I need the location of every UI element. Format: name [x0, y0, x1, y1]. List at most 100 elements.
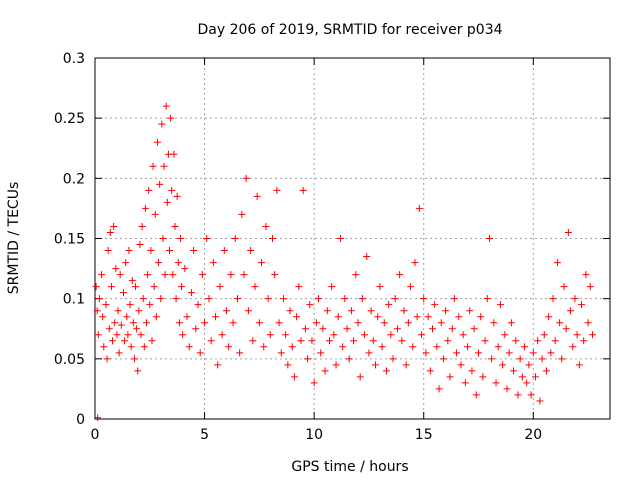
data-point [569, 343, 577, 351]
data-point [251, 283, 259, 291]
data-point [367, 307, 375, 315]
data-point [126, 301, 134, 309]
data-point [141, 204, 149, 212]
x-tick-label: 20 [524, 427, 542, 443]
data-point [173, 192, 181, 200]
data-point [138, 222, 146, 230]
data-point [233, 295, 241, 303]
data-point [135, 307, 143, 315]
data-point [93, 307, 101, 315]
data-point [490, 319, 498, 327]
data-point [106, 228, 114, 236]
data-point [378, 343, 386, 351]
data-point [185, 343, 193, 351]
data-point [361, 331, 369, 339]
data-point [321, 367, 329, 375]
data-point [549, 295, 557, 303]
data-point [503, 385, 511, 393]
data-point [94, 414, 102, 422]
data-point [147, 247, 155, 255]
data-point [279, 295, 287, 303]
data-point [472, 391, 480, 399]
data-point [290, 373, 298, 381]
data-point [284, 361, 292, 369]
data-point [304, 355, 312, 363]
data-point [413, 313, 421, 321]
data-point [363, 253, 371, 261]
data-point [187, 289, 195, 297]
data-point [98, 271, 106, 279]
data-point [512, 337, 520, 345]
data-point [288, 343, 296, 351]
data-point [229, 319, 237, 327]
data-point [564, 228, 572, 236]
data-point [143, 319, 150, 327]
data-point [115, 349, 123, 357]
data-point [457, 361, 465, 369]
data-point [260, 343, 268, 351]
data-point [168, 186, 176, 194]
data-point [130, 355, 138, 363]
data-point [122, 259, 130, 267]
data-point [409, 343, 417, 351]
data-point [437, 319, 445, 327]
data-point [459, 331, 467, 339]
data-point [105, 325, 113, 333]
data-point [192, 325, 200, 333]
data-point [273, 186, 281, 194]
data-point [310, 379, 318, 387]
data-point [422, 349, 430, 357]
data-point [334, 313, 342, 321]
data-point [218, 331, 226, 339]
data-point [140, 343, 148, 351]
data-point [345, 355, 353, 363]
data-point [94, 331, 102, 339]
data-point [376, 283, 384, 291]
y-tick-label: 0.05 [54, 352, 85, 368]
data-point [148, 337, 156, 345]
data-point [249, 337, 257, 345]
data-point [179, 331, 187, 339]
data-point [196, 349, 204, 357]
data-point [536, 397, 544, 405]
data-point [201, 319, 209, 327]
data-point [124, 331, 132, 339]
data-point [155, 259, 163, 267]
data-point [132, 283, 140, 291]
data-point [95, 295, 103, 303]
data-point [453, 349, 461, 357]
data-point [113, 331, 121, 339]
data-point [216, 283, 224, 291]
plot-frame [94, 57, 611, 420]
data-point [584, 319, 592, 327]
data-point [354, 319, 362, 327]
data-point [151, 210, 159, 218]
data-point [137, 331, 145, 339]
data-point [404, 319, 412, 327]
data-point [220, 247, 228, 255]
data-point [157, 295, 165, 303]
data-point [488, 355, 496, 363]
y-tick-label: 0.15 [54, 232, 85, 248]
data-point [444, 337, 452, 345]
data-point [119, 289, 127, 297]
data-point [573, 331, 581, 339]
data-point [183, 313, 191, 321]
data-point [369, 337, 377, 345]
data-point [400, 307, 408, 315]
data-point [159, 235, 167, 242]
data-point [464, 343, 472, 351]
data-point [339, 343, 347, 351]
data-point [244, 307, 252, 315]
data-point [387, 331, 395, 339]
data-point [145, 186, 153, 194]
data-point [315, 295, 323, 303]
data-point [514, 391, 522, 399]
data-point [127, 343, 135, 351]
data-point [540, 331, 548, 339]
data-point [415, 204, 423, 212]
data-point [231, 235, 239, 242]
y-tick-label: 0.3 [63, 51, 85, 67]
data-point [547, 349, 555, 357]
data-point [203, 235, 211, 242]
